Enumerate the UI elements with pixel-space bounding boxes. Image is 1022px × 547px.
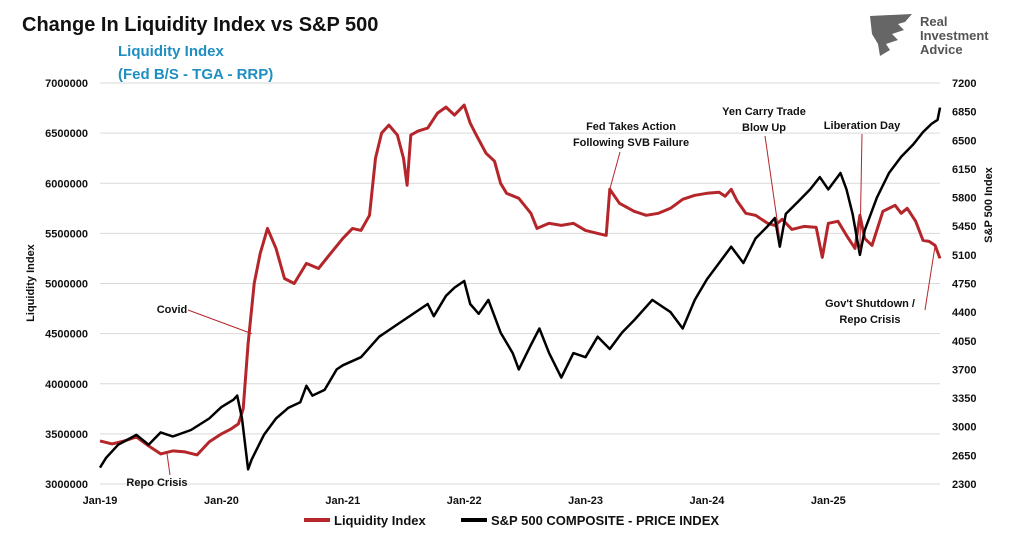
annotation-label: Covid xyxy=(157,304,188,316)
x-tick-label: Jan-24 xyxy=(690,495,726,507)
x-tick-label: Jan-20 xyxy=(204,495,239,507)
right-axis-label: S&P 500 Index xyxy=(983,166,995,242)
annotation-leader xyxy=(859,133,863,251)
annotation-leader xyxy=(609,151,621,190)
left-tick-label: 4000000 xyxy=(45,379,88,391)
right-tick-label: 5100 xyxy=(952,250,976,262)
right-tick-label: 6500 xyxy=(952,135,976,147)
right-tick-label: 6150 xyxy=(952,164,976,176)
grid-lines xyxy=(100,82,940,485)
right-tick-label: 7200 xyxy=(952,78,976,90)
logo: Real Investment Advice xyxy=(870,14,989,57)
right-tick-label: 6850 xyxy=(952,107,976,119)
legend: Liquidity Index S&P 500 COMPOSITE - PRIC… xyxy=(304,513,719,528)
left-tick-label: 5500000 xyxy=(45,228,88,240)
right-tick-label: 2650 xyxy=(952,450,976,462)
left-tick-label: 4500000 xyxy=(45,329,88,341)
left-axis-ticks: 3000000 3500000 4000000 4500000 5000000 55000… xyxy=(45,78,88,491)
logo-text-investment: Investment xyxy=(920,28,989,43)
right-tick-label: 4750 xyxy=(952,279,976,291)
legend-label-liquidity: Liquidity Index xyxy=(334,513,426,528)
left-tick-label: 3500000 xyxy=(45,429,88,441)
annotation-label: Fed Takes Action xyxy=(586,121,676,133)
sp500-line xyxy=(98,107,942,471)
x-tick-label: Jan-25 xyxy=(811,495,846,507)
left-tick-label: 5000000 xyxy=(45,279,88,291)
right-tick-label: 3700 xyxy=(952,364,976,376)
annotation-label: Following SVB Failure xyxy=(573,137,689,149)
right-axis-ticks: 2300 2650 3000 3350 3700 4050 4400 4750 5100 5450… xyxy=(952,78,976,491)
annotation-label: Gov't Shutdown / xyxy=(825,298,915,310)
x-tick-label: Jan-21 xyxy=(325,495,360,507)
annotation-leader xyxy=(924,245,936,311)
legend-label-sp500: S&P 500 COMPOSITE - PRICE INDEX xyxy=(491,513,719,528)
logo-text-advice: Advice xyxy=(920,42,963,57)
right-tick-label: 3000 xyxy=(952,422,976,434)
logo-text-real: Real xyxy=(920,14,947,29)
annotation-leader xyxy=(764,135,781,239)
x-tick-label: Jan-22 xyxy=(447,495,482,507)
chart-title: Change In Liquidity Index vs S&P 500 xyxy=(22,14,378,36)
liquidity-index-line xyxy=(99,103,942,457)
left-tick-label: 7000000 xyxy=(45,78,88,90)
annotation-label: Repo Crisis xyxy=(839,314,900,326)
left-tick-label: 6500000 xyxy=(45,128,88,140)
right-tick-label: 3350 xyxy=(952,393,976,405)
right-tick-label: 2300 xyxy=(952,479,976,491)
x-tick-label: Jan-23 xyxy=(568,495,603,507)
x-tick-label: Jan-19 xyxy=(83,495,118,507)
x-axis-ticks: Jan-19 Jan-20 Jan-21 Jan-22 Jan-23 Jan-24 Jan-… xyxy=(83,495,846,507)
left-axis-label: Liquidity Index xyxy=(25,243,37,321)
annotation-label: Repo Crisis xyxy=(126,477,187,489)
chart-subtitle-line2: (Fed B/S - TGA - RRP) xyxy=(118,66,273,83)
annotation-label: Liberation Day xyxy=(824,120,901,132)
right-tick-label: 4400 xyxy=(952,307,976,319)
annotation-leader xyxy=(187,309,252,335)
annotations: Covid Repo Crisis Fed Takes Action Followin… xyxy=(126,106,936,489)
chart-subtitle-line1: Liquidity Index xyxy=(118,43,224,60)
annotation-label: Yen Carry Trade xyxy=(722,106,806,118)
left-tick-label: 6000000 xyxy=(45,178,88,190)
right-tick-label: 4050 xyxy=(952,336,976,348)
eagle-logo-icon xyxy=(870,14,912,56)
left-tick-label: 3000000 xyxy=(45,479,88,491)
annotation-leader xyxy=(166,451,171,476)
right-tick-label: 5800 xyxy=(952,193,976,205)
right-tick-label: 5450 xyxy=(952,221,976,233)
series-layer xyxy=(98,103,942,471)
annotation-label: Blow Up xyxy=(742,122,786,134)
